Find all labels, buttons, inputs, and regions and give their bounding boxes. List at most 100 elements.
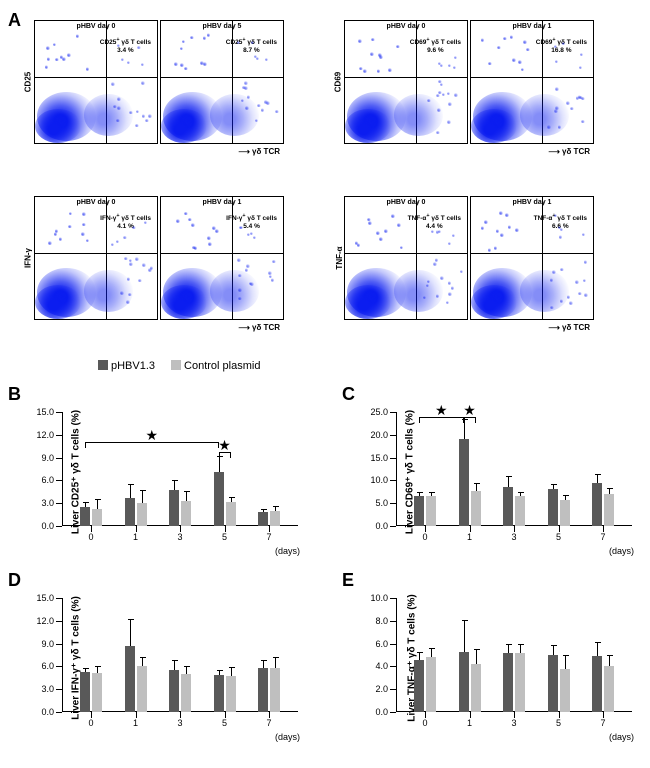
fc-plot: pHBV day 1 IFN-γ+ γδ T cells5.4 %: [160, 196, 284, 320]
x-tick-label: 5: [556, 532, 561, 542]
fc-plot: pHBV day 1CD69+ γδ T cells16.8 %: [470, 20, 594, 144]
legend-swatch-ctrl: [171, 360, 181, 370]
x-tick-label: 5: [222, 718, 227, 728]
x-tick-label: 1: [133, 532, 138, 542]
fc-y-axis-label: IFN-γ: [24, 248, 33, 268]
x-tick-label: 1: [133, 718, 138, 728]
legend-label-ctrl: Control plasmid: [184, 360, 260, 372]
panel-B: BLiver CD25⁺ γδ T cells (%)0.03.06.09.01…: [8, 382, 308, 562]
chart-area: 0.03.06.09.012.015.001357: [62, 598, 298, 712]
bar-legend: pHBV1.3 Control plasmid: [8, 360, 642, 376]
y-tick-label: 20.0: [370, 430, 388, 440]
x-tick-label: 3: [511, 532, 516, 542]
bar-ctrl: [181, 501, 191, 526]
bar-phbv: [125, 646, 135, 712]
legend-swatch-phbv: [98, 360, 108, 370]
x-tick-label: 0: [422, 718, 427, 728]
bar-phbv: [214, 472, 224, 526]
y-tick-label: 2.0: [375, 684, 388, 694]
panel-label: D: [8, 570, 21, 591]
bar-phbv: [548, 489, 558, 526]
x-tick-label: 3: [511, 718, 516, 728]
fc-plot-title: pHBV day 0: [387, 23, 426, 30]
fc-plot: pHBV day 1TNF-α+ γδ T cells6.6 %: [470, 196, 594, 320]
panel-A-label: A: [8, 10, 21, 31]
figure: A CD25pHBV day 0CD25+ γδ T cells3.4 %pHB…: [8, 10, 642, 748]
bar-phbv: [258, 668, 268, 712]
x-tick-label: 7: [600, 718, 605, 728]
chart-area: 0.05.010.015.020.025.001357★★: [396, 412, 632, 526]
fc-x-axis-label: ⟶ γδ TCR: [238, 147, 280, 156]
bar-phbv: [548, 655, 558, 712]
bar-charts: BLiver CD25⁺ γδ T cells (%)0.03.06.09.01…: [8, 382, 642, 748]
bar-ctrl: [270, 668, 280, 712]
fc-plot: pHBV day 0IFN-γ+ γδ T cells4.1 %: [34, 196, 158, 320]
x-tick-label: 0: [88, 532, 93, 542]
y-tick-label: 15.0: [36, 593, 54, 603]
fc-plot-title: pHBV day 1: [203, 199, 242, 206]
x-unit-label: (days): [609, 732, 634, 742]
y-tick-label: 10.0: [370, 475, 388, 485]
bar-ctrl: [270, 511, 280, 526]
fc-plot-title: pHBV day 0: [387, 199, 426, 206]
bar-phbv: [258, 512, 268, 526]
bar-ctrl: [471, 491, 481, 526]
bar-ctrl: [515, 653, 525, 712]
y-tick-label: 0.0: [375, 707, 388, 717]
panel-E: ELiver TNF-α⁺ γδ T cells (%)0.02.04.06.0…: [342, 568, 642, 748]
bar-phbv: [169, 490, 179, 526]
bar-phbv: [125, 498, 135, 526]
bar-ctrl: [426, 496, 436, 526]
significance-star: ★: [435, 403, 448, 417]
bar-phbv: [592, 483, 602, 526]
fc-plot-pct: IFN-γ+ γδ T cells5.4 %: [226, 213, 277, 231]
fc-plot: pHBV day 0CD69+ γδ T cells9.6 %: [344, 20, 468, 144]
panel-D: DLiver IFN-γ⁺ γδ T cells (%)0.03.06.09.0…: [8, 568, 308, 748]
y-tick-label: 9.0: [41, 639, 54, 649]
fc-plot-title: pHBV day 1: [513, 23, 552, 30]
x-tick-label: 1: [467, 532, 472, 542]
y-tick-label: 15.0: [36, 407, 54, 417]
x-tick-label: 3: [177, 532, 182, 542]
bar-ctrl: [604, 494, 614, 526]
bar-ctrl: [92, 509, 102, 526]
bar-ctrl: [137, 666, 147, 712]
y-tick-label: 5.0: [375, 498, 388, 508]
fc-plot: pHBV day 0TNF-α+ γδ T cells4.4 %: [344, 196, 468, 320]
bar-ctrl: [92, 673, 102, 712]
bar-ctrl: [560, 500, 570, 526]
bar-phbv: [80, 507, 90, 526]
fc-plot: pHBV day 0CD25+ γδ T cells3.4 %: [34, 20, 158, 144]
y-tick-label: 9.0: [41, 453, 54, 463]
fc-y-axis-label: CD69: [334, 72, 343, 92]
y-tick-label: 12.0: [36, 430, 54, 440]
y-tick-label: 3.0: [41, 684, 54, 694]
fc-x-axis-label: ⟶ γδ TCR: [238, 323, 280, 332]
x-tick-label: 7: [266, 532, 271, 542]
panel-label: E: [342, 570, 354, 591]
x-tick-label: 7: [266, 718, 271, 728]
x-tick-label: 5: [222, 532, 227, 542]
bar-phbv: [80, 672, 90, 712]
bar-phbv: [592, 656, 602, 712]
bar-phbv: [414, 660, 424, 712]
bar-phbv: [503, 487, 513, 526]
fc-x-axis-label: ⟶ γδ TCR: [548, 147, 590, 156]
y-tick-label: 6.0: [41, 475, 54, 485]
x-tick-label: 3: [177, 718, 182, 728]
bar-ctrl: [226, 502, 236, 526]
chart-area: 0.02.04.06.08.010.001357: [396, 598, 632, 712]
y-tick-label: 10.0: [370, 593, 388, 603]
fc-y-axis-label: TNF-α: [335, 246, 344, 269]
panel-A: A CD25pHBV day 0CD25+ γδ T cells3.4 %pHB…: [8, 10, 642, 360]
x-unit-label: (days): [609, 546, 634, 556]
bar-phbv: [459, 652, 469, 712]
bar-ctrl: [471, 664, 481, 712]
y-tick-label: 8.0: [375, 616, 388, 626]
fc-plot: pHBV day 5CD25+ γδ T cells8.7 %: [160, 20, 284, 144]
bar-ctrl: [137, 503, 147, 526]
fc-plot-title: pHBV day 0: [77, 199, 116, 206]
significance-star: ★: [218, 438, 231, 452]
y-tick-label: 6.0: [375, 639, 388, 649]
x-tick-label: 0: [422, 532, 427, 542]
